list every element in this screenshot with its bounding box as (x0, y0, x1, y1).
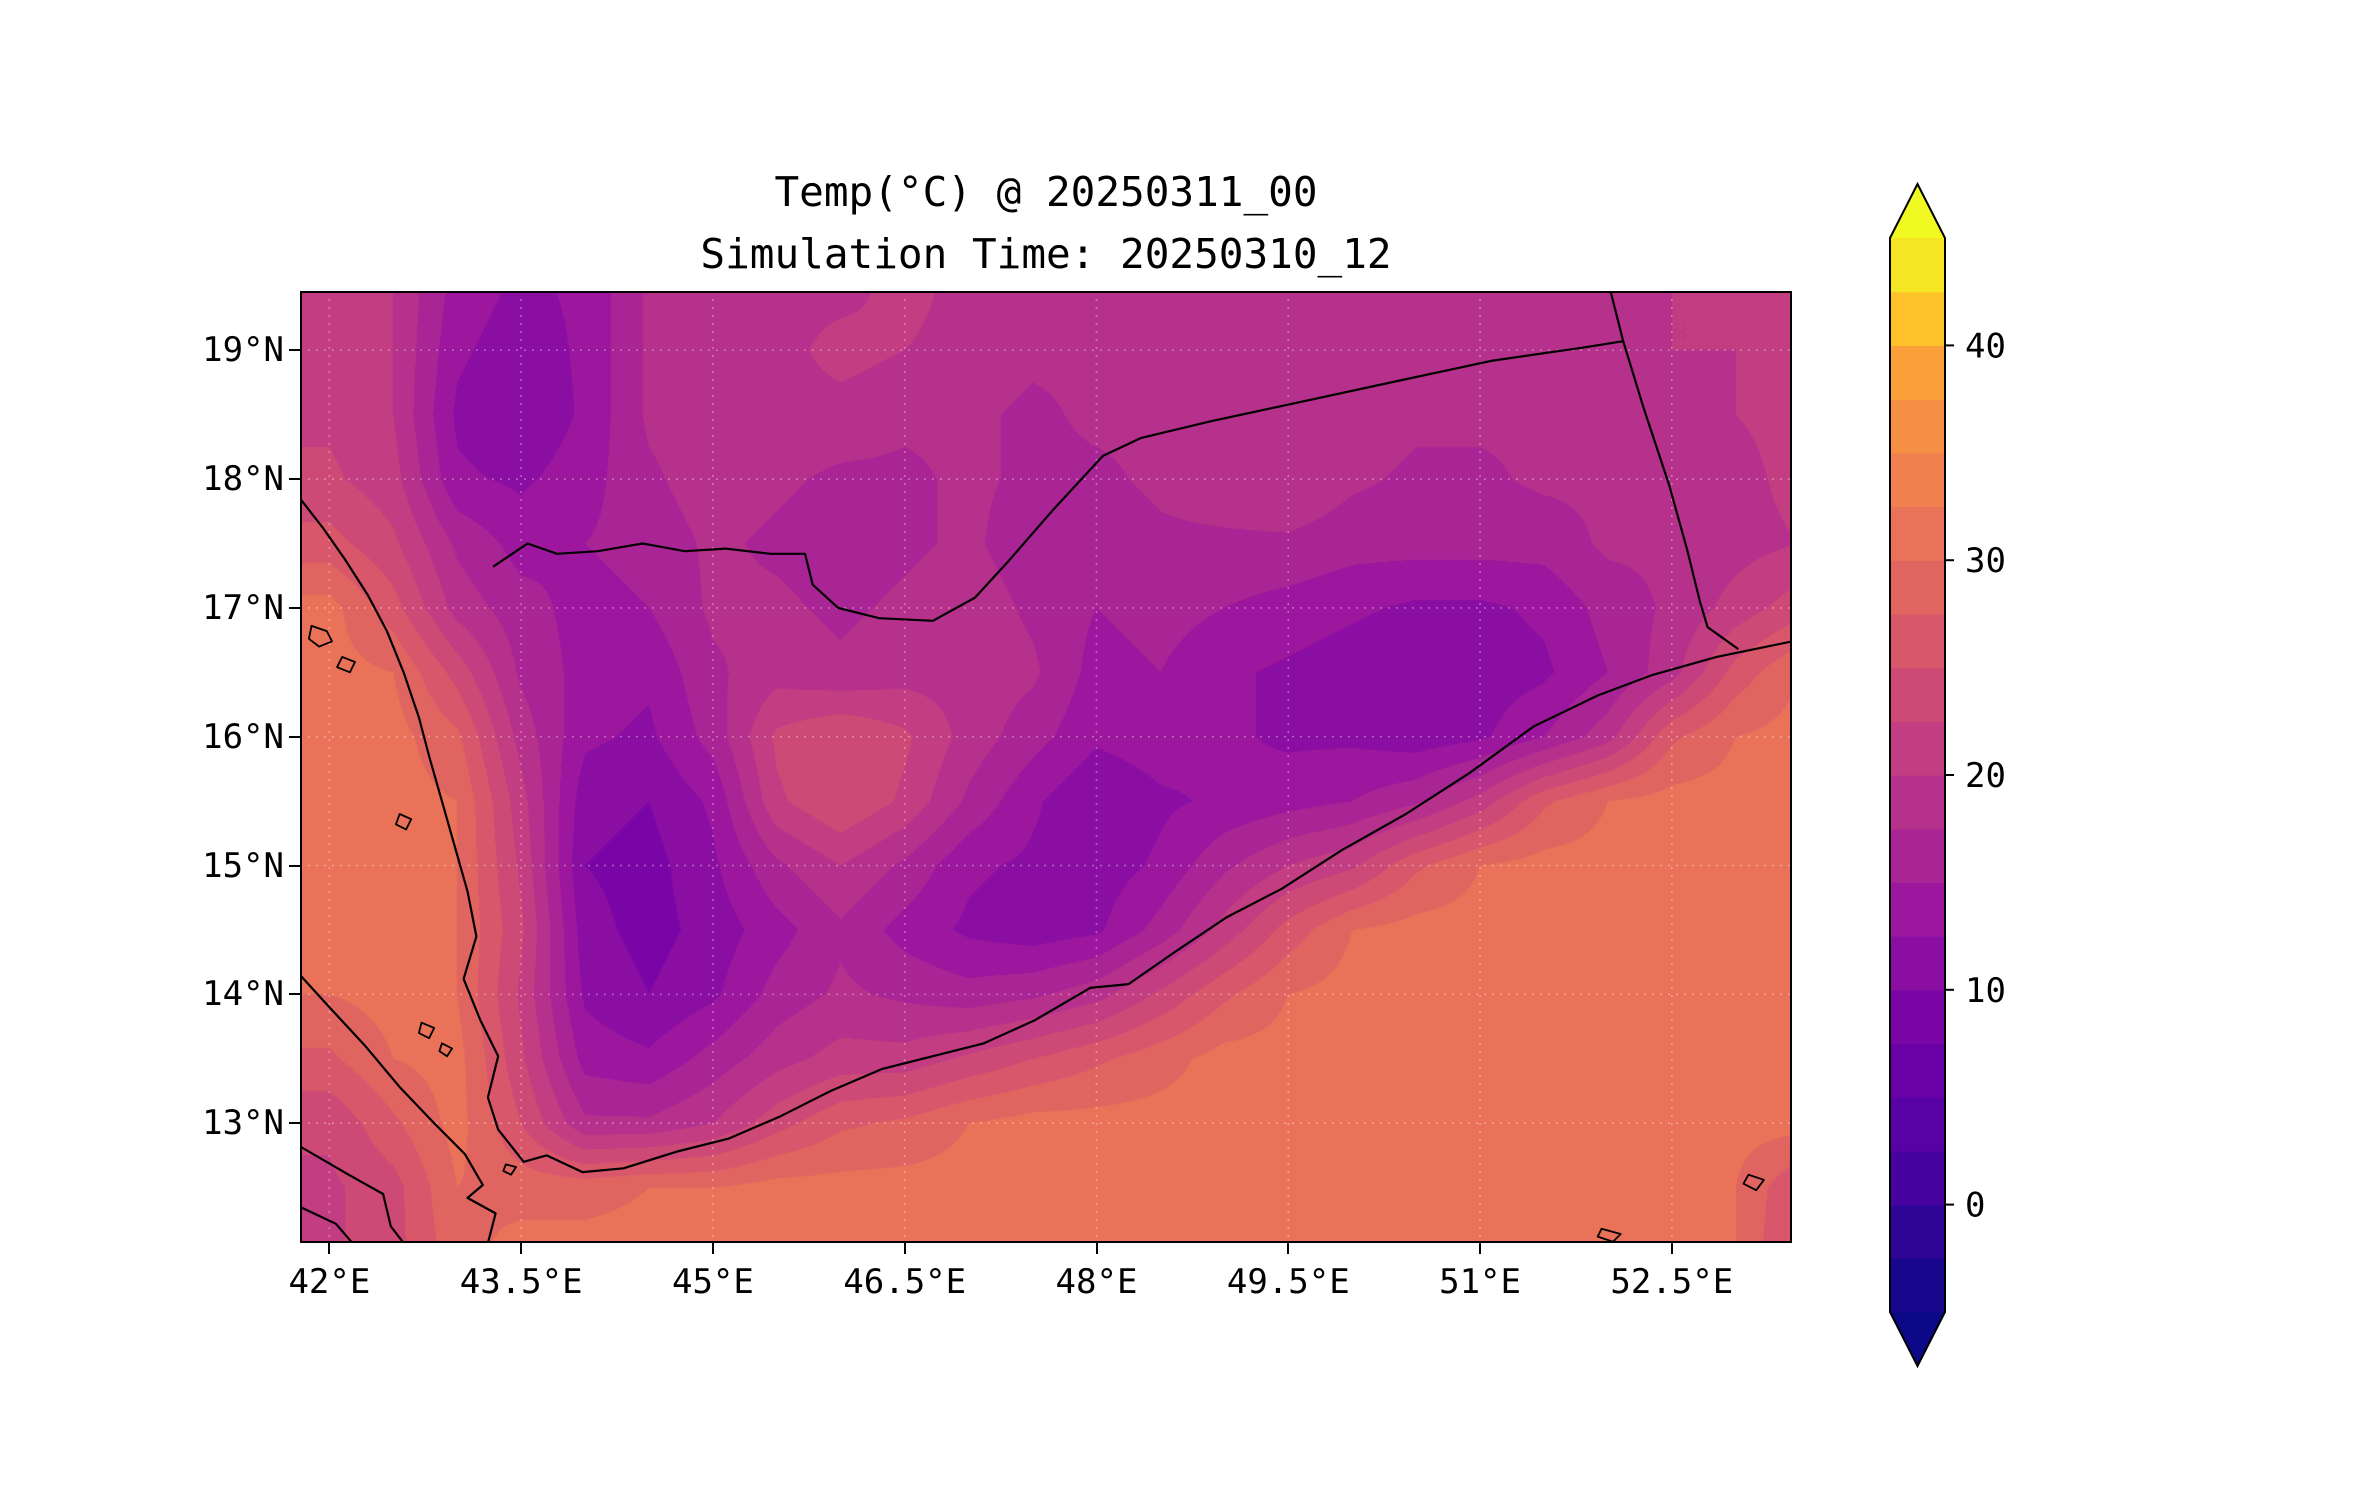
plot-subtitle: Simulation Time: 20250310_12 (700, 230, 1392, 278)
x-tick-mark (903, 1243, 906, 1254)
farasan-island-outline (307, 624, 333, 648)
africa-border-2-line (300, 1205, 354, 1243)
colorbar-band (1890, 613, 1945, 669)
colorbar-band (1890, 1258, 1945, 1313)
colorbar-band (1890, 1097, 1945, 1152)
x-tick-label: 48°E (1055, 1262, 1138, 1302)
y-tick-mark (289, 735, 300, 738)
x-tick-mark (520, 1243, 523, 1254)
colorbar-band (1890, 936, 1945, 991)
hanish-island-outline (418, 1021, 436, 1040)
y-tick-mark (289, 349, 300, 352)
africa-border-line (300, 1145, 405, 1243)
x-tick-label: 45°E (671, 1262, 754, 1302)
colorbar-band (1890, 721, 1945, 776)
colorbar-tick-label: 40 (1965, 326, 2006, 366)
x-tick-mark (1287, 1243, 1290, 1254)
x-tick-label: 46.5°E (843, 1262, 967, 1302)
x-tick-mark (1670, 1243, 1673, 1254)
colorbar-tick-label: 20 (1965, 756, 2006, 796)
colorbar-band (1890, 667, 1945, 722)
colorbar-band (1890, 828, 1945, 883)
colorbar-band (1890, 506, 1945, 561)
y-tick-label: 19°N (202, 330, 284, 371)
colorbar-band (1890, 1204, 1945, 1259)
island-se-2-outline (1742, 1173, 1765, 1192)
colorbar-band (1890, 345, 1945, 400)
kamaran-island-outline (395, 813, 413, 831)
saudi-yemen-border-line (492, 340, 1624, 622)
y-tick-mark (289, 993, 300, 996)
y-tick-mark (289, 1122, 300, 1125)
y-tick-label: 14°N (202, 974, 284, 1015)
colorbar-outline (1889, 181, 1946, 1369)
x-tick-mark (1479, 1243, 1482, 1254)
temperature-field (300, 291, 1792, 1243)
x-tick-mark (328, 1243, 331, 1254)
colorbar-band (1890, 1150, 1945, 1206)
colorbar-band (1890, 291, 1945, 346)
africa-red-sea-coast-line (300, 974, 497, 1243)
map-overlay (300, 291, 1792, 1243)
y-tick-mark (289, 478, 300, 481)
x-tick-mark (711, 1243, 714, 1254)
colorbar-band (1890, 238, 1945, 293)
x-tick-label: 52.5°E (1610, 1262, 1734, 1302)
colorbar-band (1890, 882, 1945, 937)
x-tick-label: 42°E (288, 1262, 371, 1302)
y-tick-label: 15°N (202, 845, 284, 886)
arabia-red-sea-and-aden-coast-line (300, 497, 1792, 1174)
colorbar-tick-label: 30 (1965, 541, 2006, 581)
x-tick-label: 49.5°E (1226, 1262, 1350, 1302)
plot-title: Temp(°C) @ 20250311_00 (774, 168, 1318, 216)
colorbar: 40 30 20 10 0 (1889, 181, 2006, 1369)
y-tick-label: 17°N (202, 587, 284, 628)
colorbar-band (1890, 452, 1945, 508)
x-tick-mark (1095, 1243, 1098, 1254)
y-tick-label: 16°N (202, 716, 284, 757)
hanish-island-2-outline (438, 1042, 454, 1058)
x-tick-label: 43.5°E (459, 1262, 583, 1302)
colorbar-tick-label: 10 (1965, 971, 2006, 1011)
x-tick-label: 51°E (1439, 1262, 1521, 1302)
colorbar-band (1890, 560, 1945, 615)
colorbar-tick-label: 0 (1965, 1186, 1985, 1226)
colorbar-band (1890, 399, 1945, 454)
yemen-oman-border-line (1622, 340, 1739, 650)
y-tick-mark (289, 606, 300, 609)
y-tick-mark (289, 864, 300, 867)
map-plot-area (300, 291, 1792, 1243)
y-tick-label: 13°N (202, 1103, 284, 1144)
colorbar-extend-over (1890, 184, 1945, 238)
colorbar-extend-under (1890, 1312, 1945, 1366)
island-se-1-outline (1596, 1227, 1622, 1243)
farasan-island-2-outline (336, 655, 356, 674)
colorbar-band (1890, 989, 1945, 1045)
colorbar-band (1890, 775, 1945, 830)
colorbar-band (1890, 1043, 1945, 1098)
saudi-oman-border-line (1609, 291, 1625, 342)
y-tick-label: 18°N (202, 459, 284, 500)
perim-island-outline (502, 1163, 518, 1176)
